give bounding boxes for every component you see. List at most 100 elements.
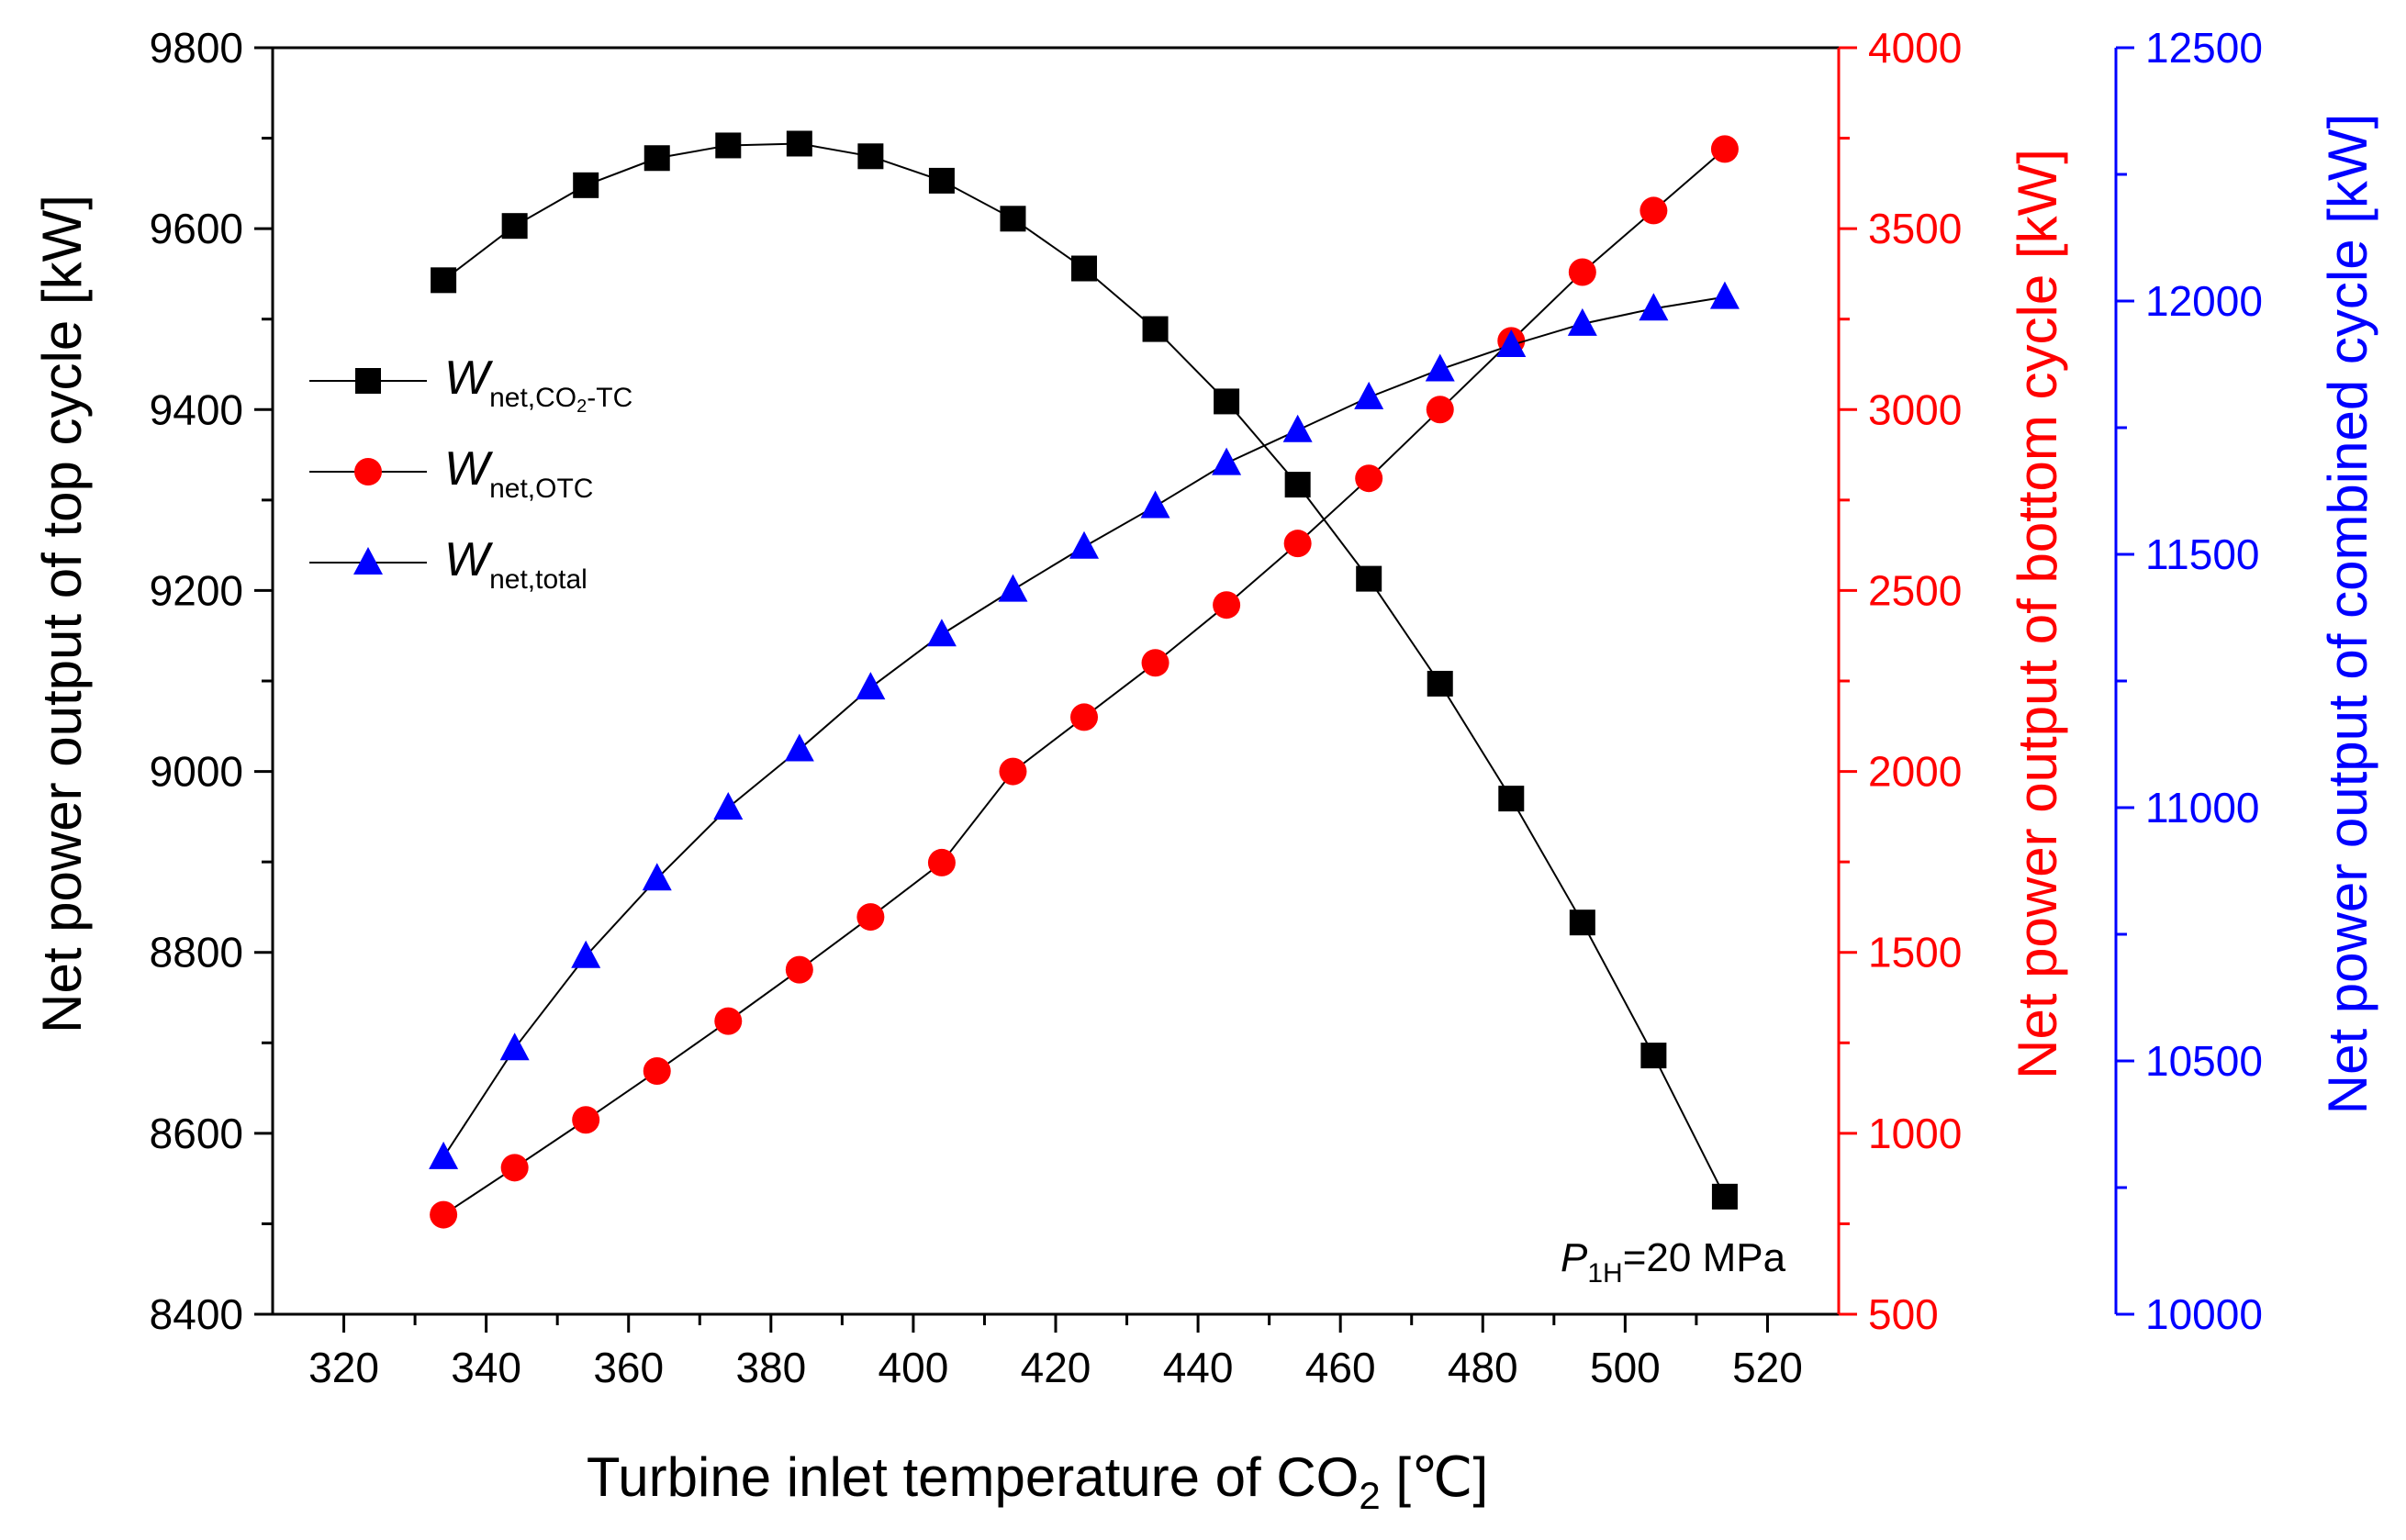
data-point-square [1711,1183,1738,1210]
data-point-square [1000,206,1026,232]
right1-y-tick-label: 500 [1868,1290,1939,1338]
left-y-tick-label: 8400 [150,1290,243,1338]
x-tick-label: 380 [735,1344,806,1391]
data-point-square [1569,909,1595,936]
legend-marker-triangle [353,547,383,575]
data-point-circle [500,1154,529,1182]
x-tick-label: 320 [308,1344,379,1391]
right1-y-tick-label: 3500 [1868,205,1962,252]
data-point-circle [1283,530,1312,558]
data-point-circle [1213,591,1241,619]
left-y-tick-label: 9400 [150,385,243,433]
legend-label: Wnet,total [444,533,588,595]
x-tick-label: 440 [1163,1344,1234,1391]
data-point-square [643,145,670,172]
data-point-square [501,213,528,240]
x-tick-label: 460 [1305,1344,1376,1391]
legend-marker-circle [354,458,382,485]
legend-label: Wnet,OTC [444,442,593,504]
data-point-triangle [1354,381,1384,409]
data-point-circle [1070,703,1099,731]
right1-y-tick-label: 1000 [1868,1110,1962,1157]
data-point-square [857,143,884,170]
right1-y-tick-label: 4000 [1868,24,1962,72]
data-point-triangle [642,863,672,891]
right2-y-tick-label: 11000 [2145,784,2260,831]
data-point-triangle [713,792,744,820]
data-point-triangle [1567,307,1597,336]
data-point-circle [1710,135,1739,163]
left-y-axis-label: Net power output of top cycle [kW] [31,195,93,1033]
data-point-circle [999,757,1027,786]
legend-marker-square [355,368,381,394]
left-y-tick-label: 9000 [150,748,243,796]
legend: Wnet,CO2-TC Wnet,OTC Wnet,total [309,352,632,595]
left-y-tick-label: 9200 [150,566,243,614]
x-axis-label: Turbine inlet temperature of CO2 [℃] [587,1446,1488,1517]
data-point-triangle [1140,490,1170,519]
right2-y-tick-label: 10500 [2145,1037,2263,1085]
data-point-triangle [926,619,957,647]
data-point-triangle [1425,353,1455,382]
data-point-triangle [571,940,601,968]
right2-y-tick-label: 11500 [2145,530,2260,578]
right1-y-tick-label: 3000 [1868,385,1962,433]
data-point-square [1284,472,1311,498]
data-point-triangle [499,1032,530,1061]
data-point-square [1071,255,1098,282]
data-point-triangle [1639,293,1669,321]
data-point-circle [1568,258,1596,286]
right1-y-tick-label: 2000 [1868,748,1962,796]
x-tick-label: 340 [451,1344,521,1391]
data-point-circle [927,848,956,876]
x-tick-label: 520 [1732,1344,1803,1391]
left-y-tick-label: 9600 [150,205,243,252]
data-point-triangle [1709,281,1740,309]
data-point-square [431,267,457,294]
data-point-circle [785,955,813,984]
data-point-circle [572,1106,600,1134]
data-point-triangle [1069,530,1100,559]
x-tick-label: 360 [593,1344,664,1391]
right1-y-axis-label: Net power output of bottom cycle [kW] [2007,149,2068,1079]
data-point-triangle [784,733,814,762]
series-layer [429,130,1740,1229]
data-point-circle [643,1057,671,1086]
left-y-tick-label: 8800 [150,929,243,976]
left-y-tick-label: 9800 [150,24,243,72]
data-point-triangle [1282,414,1313,442]
data-point-circle [1355,464,1383,493]
pressure-annotation: P1H=20 MPa [1561,1235,1786,1289]
series-line-1 [442,148,1726,1216]
data-point-square [928,167,955,194]
data-point-circle [1426,396,1454,424]
right1-y-tick-label: 2500 [1868,566,1962,614]
data-point-square [1142,316,1169,342]
data-point-circle [1639,196,1668,225]
x-tick-label: 480 [1448,1344,1518,1391]
right2-y-axis-label: Net power output of combined cycle [kW] [2317,114,2378,1115]
data-point-triangle [856,672,886,700]
data-point-square [1640,1043,1667,1069]
axes-layer: 320 340 360 380 400 420 440 460 480 500 520 8400 860… [150,24,2263,1391]
data-point-square [1498,786,1525,812]
data-point-circle [1141,649,1169,677]
data-point-circle [430,1200,458,1229]
data-point-square [1356,565,1382,592]
data-point-triangle [998,574,1028,602]
right2-y-tick-label: 12000 [2145,277,2263,325]
data-point-triangle [1496,329,1527,358]
data-point-square [1427,670,1453,697]
right2-y-tick-label: 12500 [2145,24,2263,72]
data-point-triangle [1212,447,1242,475]
data-point-square [715,132,742,159]
data-point-square [786,130,812,157]
left-y-tick-label: 8600 [150,1110,243,1157]
series-line-0 [442,142,1726,1198]
data-point-triangle [429,1141,459,1169]
data-point-square [1214,388,1240,415]
x-tick-label: 420 [1021,1344,1091,1391]
data-point-circle [856,903,885,932]
x-tick-label: 500 [1590,1344,1661,1391]
